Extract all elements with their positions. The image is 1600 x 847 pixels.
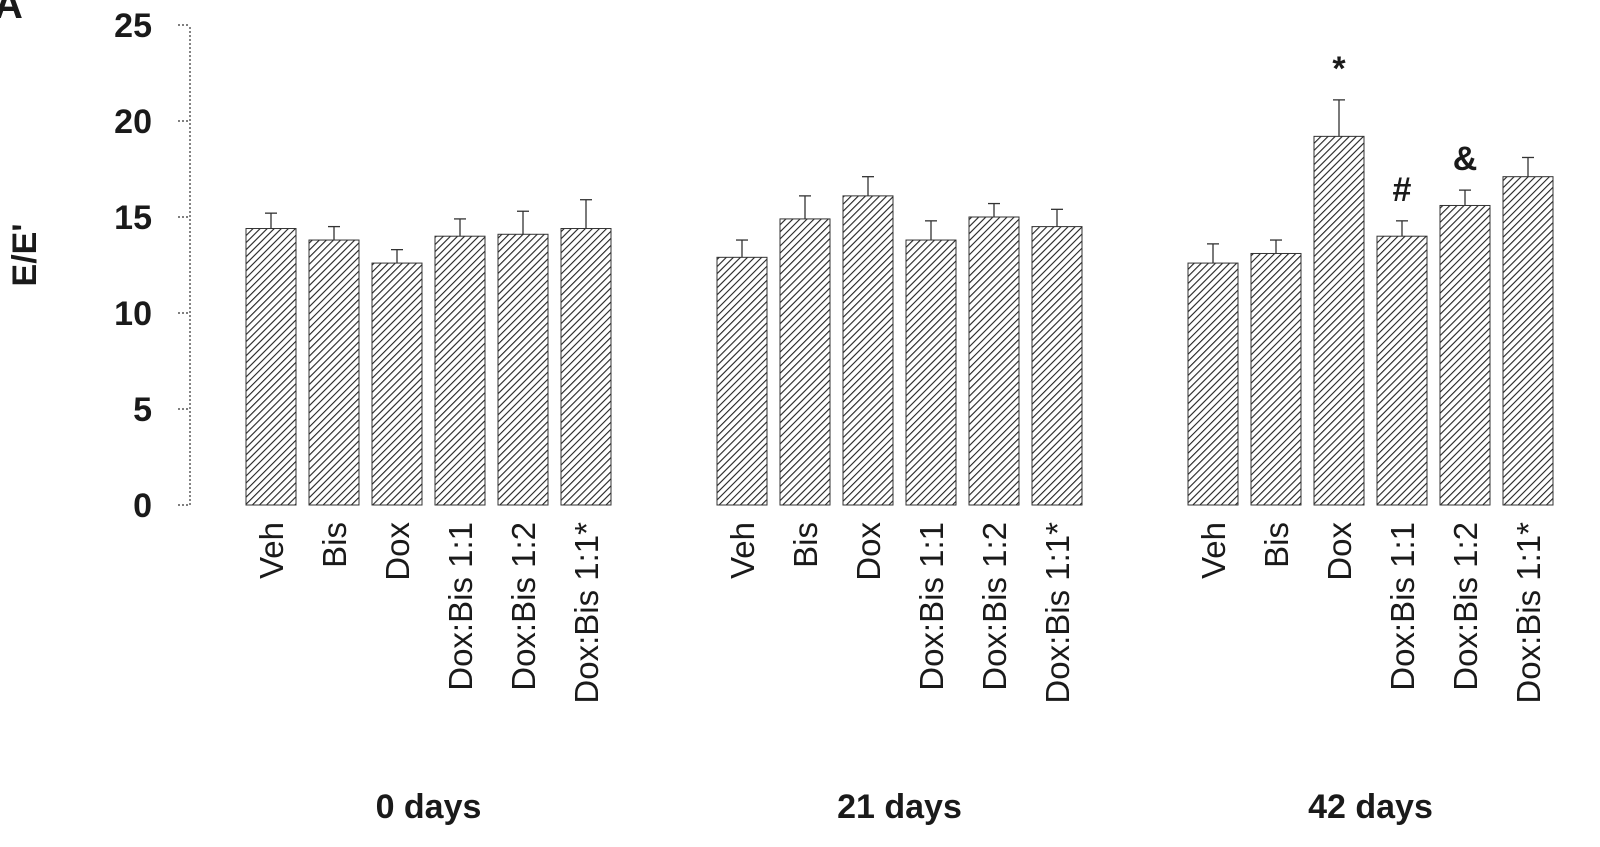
group-label: 21 days <box>837 788 962 826</box>
bar <box>842 195 894 506</box>
x-tick-label: Dox <box>1321 522 1358 581</box>
bar <box>245 228 297 506</box>
group-label: 0 days <box>376 788 482 826</box>
bars: * # & <box>245 50 1554 506</box>
bar <box>308 239 360 506</box>
bar <box>497 233 549 506</box>
significance-marker: & <box>1453 140 1478 178</box>
x-tick-label: Dox:Bis 1:2 <box>976 522 1013 691</box>
panel-label: A <box>0 0 23 27</box>
bar <box>1250 252 1302 506</box>
x-tick-label: Dox:Bis 1:1* <box>1510 522 1547 704</box>
bar <box>371 262 423 506</box>
x-tick-label: Dox:Bis 1:2 <box>1447 522 1484 691</box>
x-tick-label: Bis <box>787 522 824 568</box>
significance-marker: * <box>1332 50 1346 88</box>
y-tick-label: 20 <box>114 103 152 141</box>
x-tick-label: Veh <box>253 522 290 579</box>
x-tick-label: Dox:Bis 1:1* <box>568 522 605 704</box>
significance-marker: # <box>1393 171 1412 209</box>
y-tick-label: 5 <box>133 391 152 429</box>
y-tick-label: 10 <box>114 295 152 333</box>
bar <box>1313 135 1365 506</box>
bar <box>968 216 1020 506</box>
x-tick-label: Bis <box>1258 522 1295 568</box>
x-tick-label: Dox:Bis 1:1 <box>913 522 950 691</box>
y-axis-label: E/E' <box>6 224 44 287</box>
x-tick-label: Veh <box>724 522 761 579</box>
x-tick-label: Bis <box>316 522 353 568</box>
bar <box>434 235 486 506</box>
y-tick-label: 15 <box>114 199 152 237</box>
bar <box>1187 262 1239 506</box>
y-tick-label: 25 <box>114 7 152 45</box>
x-tick-label: Dox <box>379 522 416 581</box>
x-tick-label: Dox <box>850 522 887 581</box>
x-tick-label: Dox:Bis 1:1 <box>1384 522 1421 691</box>
y-tick-label: 0 <box>133 487 152 525</box>
bar <box>560 228 612 506</box>
bar <box>1439 204 1491 506</box>
y-axis: 0 5 10 15 20 25 <box>114 7 191 525</box>
bar <box>716 256 768 506</box>
bar <box>1031 226 1083 506</box>
bar <box>905 239 957 506</box>
x-tick-label: Dox:Bis 1:1* <box>1039 522 1076 704</box>
x-tick-label: Veh <box>1195 522 1232 579</box>
bar <box>1376 235 1428 506</box>
bar <box>779 218 831 506</box>
bar <box>1502 176 1554 506</box>
x-tick-label: Dox:Bis 1:1 <box>442 522 479 691</box>
x-axis-labels: Veh Bis Dox Dox:Bis 1:1 Dox:Bis 1:2 Dox:Bis 1… <box>253 522 1547 826</box>
x-tick-label: Dox:Bis 1:2 <box>505 522 542 691</box>
group-label: 42 days <box>1308 788 1433 826</box>
